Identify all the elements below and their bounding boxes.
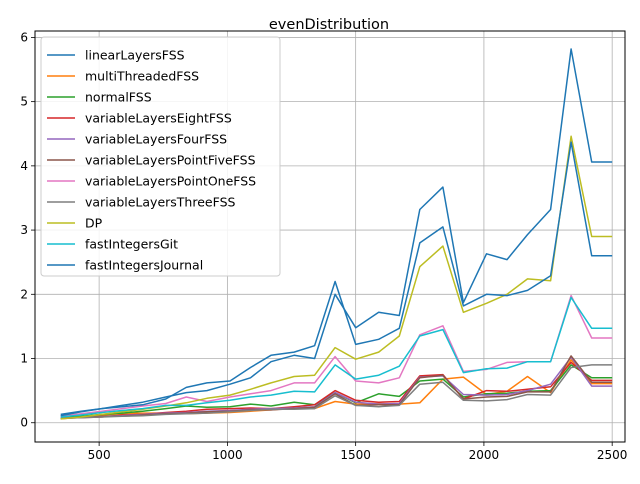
series-lines [60, 48, 613, 420]
x-tick-label: 2000 [469, 448, 500, 462]
legend: linearLayersFSS multiThreadedFSS normalFSS… [40, 36, 281, 277]
y-tick-label: 4 [20, 159, 28, 173]
legend-label: multiThreadedFSS [85, 69, 199, 84]
x-tick-label: 500 [88, 448, 111, 462]
legend-label: normalFSS [85, 90, 152, 105]
legend-label: variableLayersPointFiveFSS [85, 153, 256, 168]
x-tick-label: 2500 [597, 448, 628, 462]
x-tick-label: 1500 [340, 448, 371, 462]
legend-label: DP [85, 216, 103, 231]
y-tick-label: 5 [20, 95, 28, 109]
legend-label: linearLayersFSS [85, 48, 185, 63]
series-line-variableLayersThreeFSS [60, 364, 613, 419]
axis-ticks: 500 1000 1500 2000 2500 0 1 2 3 4 5 6 [20, 30, 627, 462]
series-line-fastIntegersGit [60, 296, 613, 418]
series-line-variableLayersPointOneFSS [60, 294, 613, 418]
x-tick-label: 1000 [212, 448, 243, 462]
legend-box [40, 36, 281, 277]
legend-label: variableLayersThreeFSS [85, 195, 235, 210]
legend-label: fastIntegersJournal [85, 258, 203, 273]
series-line-linearLayersFSS [60, 48, 613, 416]
legend-label: fastIntegersGit [85, 237, 178, 252]
y-tick-label: 2 [20, 287, 28, 301]
y-tick-label: 3 [20, 223, 28, 237]
series-line-fastIntegersJournal [60, 141, 613, 417]
y-tick-label: 6 [20, 30, 28, 44]
legend-label: variableLayersPointOneFSS [85, 174, 256, 189]
plot-frame [34, 30, 626, 443]
chart-title: evenDistribution [269, 17, 389, 33]
legend-label: variableLayersEightFSS [85, 111, 232, 126]
y-tick-label: 0 [20, 416, 28, 430]
legend-label: variableLayersFourFSS [85, 132, 227, 147]
y-tick-label: 1 [20, 352, 28, 366]
